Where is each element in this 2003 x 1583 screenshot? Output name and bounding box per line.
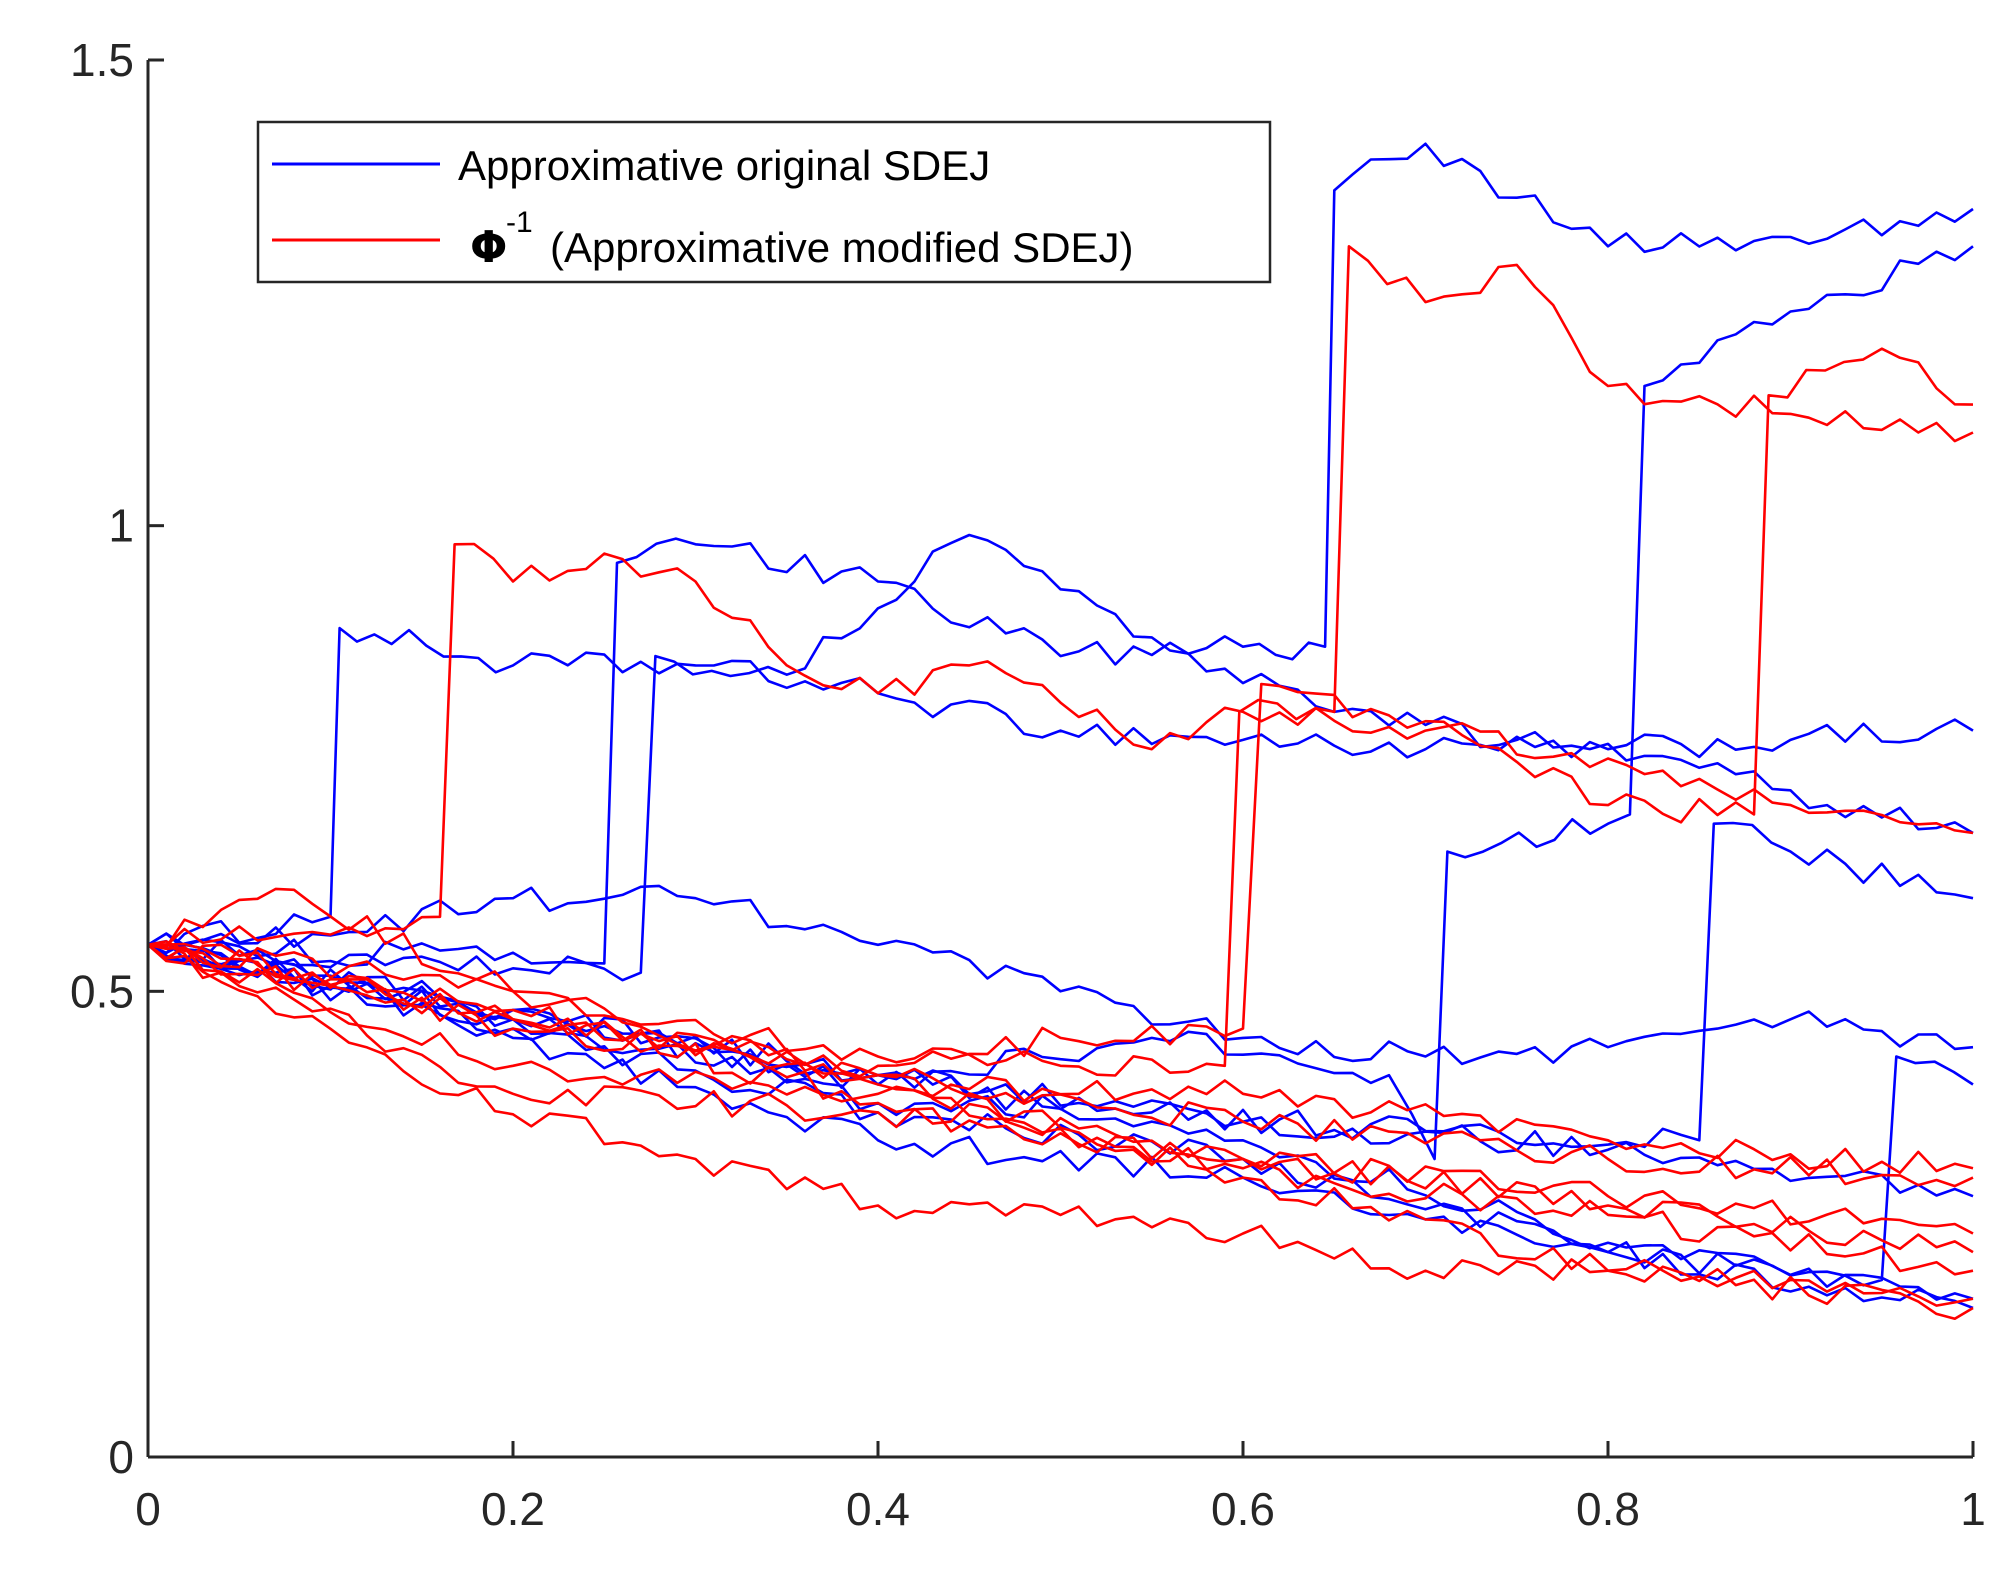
x-tick-label-3: 0.6 bbox=[1211, 1483, 1275, 1535]
series-line-modified-10 bbox=[147, 943, 1974, 1320]
series-line-modified-3 bbox=[147, 347, 1974, 1078]
x-tick-label-0: 0 bbox=[135, 1483, 161, 1535]
legend-label-original: Approximative original SDEJ bbox=[458, 142, 990, 189]
y-tick-label-1: 0.5 bbox=[70, 965, 134, 1017]
legend-phi-symbol: Φ bbox=[470, 222, 507, 273]
series-layer bbox=[147, 142, 1974, 1320]
series-line-modified-1 bbox=[147, 542, 1974, 947]
series-line-modified-2 bbox=[147, 245, 1974, 1077]
x-tick-label-1: 0.2 bbox=[481, 1483, 545, 1535]
series-line-original-9 bbox=[147, 943, 1974, 1310]
x-tick-label-4: 0.8 bbox=[1576, 1483, 1640, 1535]
x-tick-label-5: 1 bbox=[1960, 1483, 1986, 1535]
x-tick-label-2: 0.4 bbox=[846, 1483, 910, 1535]
series-line-original-4 bbox=[147, 533, 1974, 982]
series-line-modified-7 bbox=[147, 943, 1974, 1235]
series-line-modified-8 bbox=[147, 943, 1974, 1307]
series-line-original-8 bbox=[147, 943, 1974, 1198]
legend-label-modified: (Approximative modified SDEJ) bbox=[550, 224, 1134, 271]
y-tick-label-3: 1.5 bbox=[70, 34, 134, 86]
series-line-modified-9 bbox=[147, 943, 1974, 1254]
series-line-original-5 bbox=[147, 245, 1974, 1161]
series-line-original-3 bbox=[147, 142, 1974, 968]
legend-superscript: -1 bbox=[506, 206, 533, 239]
ticks-layer: 0 0.2 0.4 0.6 0.8 1 0 0.5 1 1.5 bbox=[70, 34, 1986, 1535]
series-line-original-10 bbox=[147, 943, 1974, 1301]
legend-box bbox=[256, 120, 1272, 284]
series-line-original-1 bbox=[147, 626, 1974, 955]
legend: Approximative original SDEJ Φ -1 (Approx… bbox=[256, 120, 1272, 284]
series-line-original-2 bbox=[147, 884, 1974, 1066]
axes-layer bbox=[146, 60, 1973, 1459]
y-tick-label-0: 0 bbox=[108, 1431, 134, 1483]
y-tick-label-2: 1 bbox=[108, 500, 134, 552]
